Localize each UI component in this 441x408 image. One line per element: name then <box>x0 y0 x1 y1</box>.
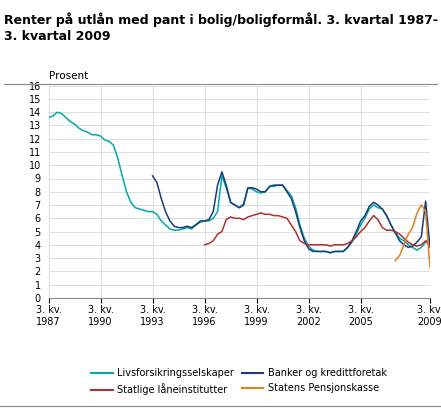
Banker og kredittforetak <box>384 213 389 218</box>
Livsforsikringsselskaper <box>98 134 103 139</box>
Statlige låneinstitutter <box>241 217 246 222</box>
Livsforsikringsselskaper <box>392 231 398 235</box>
Statens Pensjonskasse <box>427 265 433 270</box>
Banker og kredittforetak <box>193 222 198 227</box>
Statlige låneinstitutter <box>427 244 433 248</box>
Livsforsikringsselskaper <box>198 220 203 225</box>
Banker og kredittforetak <box>427 245 433 250</box>
Livsforsikringsselskaper <box>328 250 333 255</box>
Text: Renter på utlån med pant i bolig/boligformål. 3. kvartal 1987-
3. kvartal 2009: Renter på utlån med pant i bolig/boligfo… <box>4 12 438 43</box>
Line: Livsforsikringsselskaper: Livsforsikringsselskaper <box>49 112 430 253</box>
Livsforsikringsselskaper <box>245 185 250 190</box>
Livsforsikringsselskaper <box>128 200 134 205</box>
Livsforsikringsselskaper <box>89 132 94 137</box>
Banker og kredittforetak <box>241 202 246 207</box>
Livsforsikringsselskaper <box>427 236 433 241</box>
Legend: Livsforsikringsselskaper, Statlige låneinstitutter, Banker og kredittforetak, St: Livsforsikringsselskaper, Statlige lånei… <box>91 368 387 395</box>
Livsforsikringsselskaper <box>55 110 60 115</box>
Line: Statlige låneinstitutter: Statlige låneinstitutter <box>205 213 430 246</box>
Statlige låneinstitutter <box>384 228 389 233</box>
Line: Statens Pensjonskasse: Statens Pensjonskasse <box>395 205 430 267</box>
Line: Banker og kredittforetak: Banker og kredittforetak <box>153 172 430 253</box>
Text: Prosent: Prosent <box>49 71 88 81</box>
Livsforsikringsselskaper <box>46 115 51 120</box>
